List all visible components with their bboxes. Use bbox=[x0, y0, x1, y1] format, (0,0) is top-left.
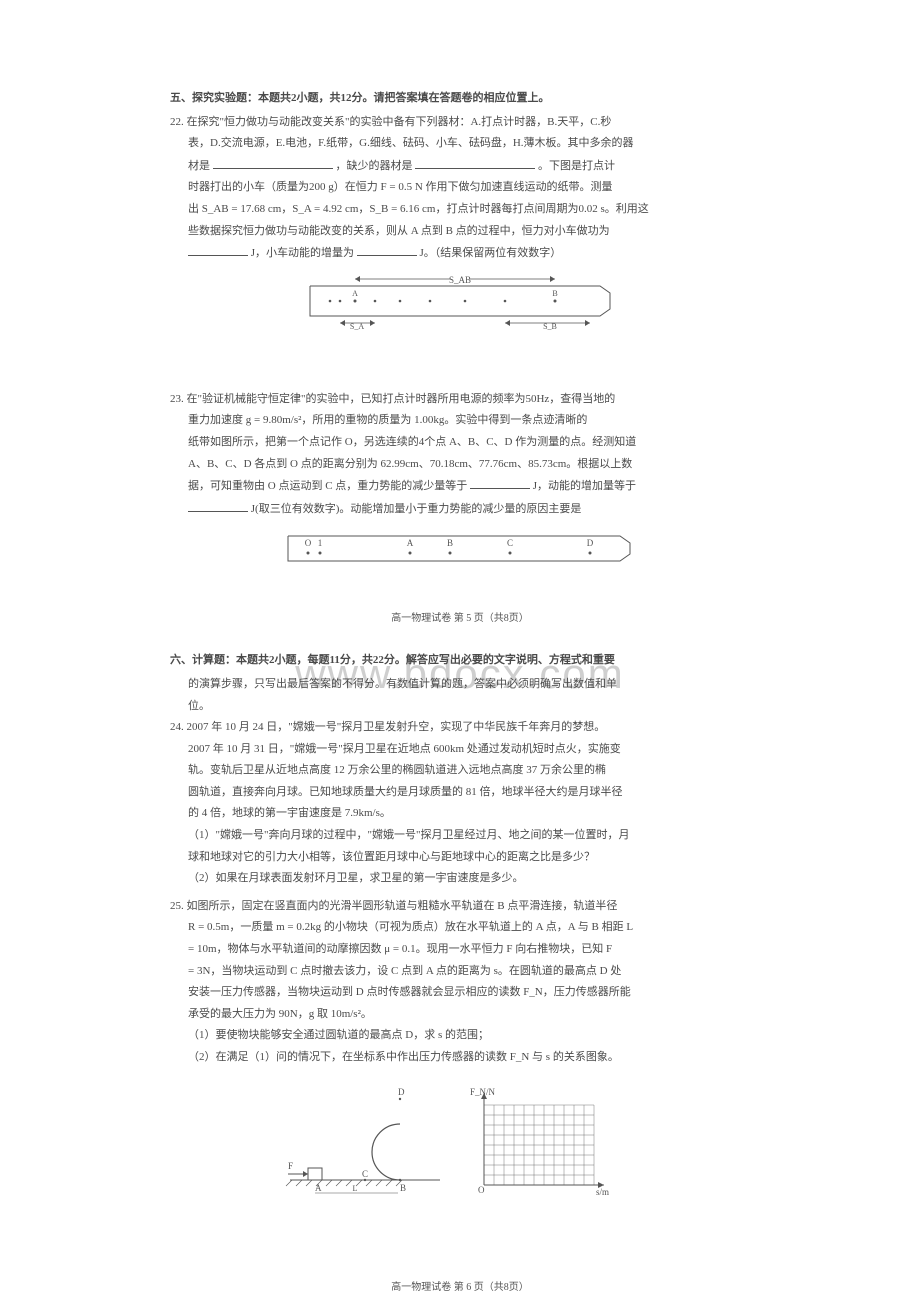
blank-field bbox=[415, 157, 535, 169]
page-content: 五、探究实验题：本题共2小题，共12分。请把答案填在答题卷的相应位置上。 22.… bbox=[170, 90, 750, 1296]
q24-line3: 轨。变轨后卫星从近地点高度 12 万余公里的椭圆轨道进入远地点高度 37 万余公… bbox=[170, 762, 750, 780]
svg-text:S_AB: S_AB bbox=[449, 275, 471, 285]
q23-line5a: 据，可知重物由 O 点运动到 C 点，重力势能的减少量等于 bbox=[188, 480, 467, 492]
svg-text:F_N/N: F_N/N bbox=[470, 1087, 496, 1097]
section-5-heading: 五、探究实验题：本题共2小题，共12分。请把答案填在答题卷的相应位置上。 bbox=[170, 90, 750, 108]
section-6-heading-2: 的演算步骤，只写出最后答案的不得分。有数值计算的题，答案中必须明确写出数值和单 bbox=[170, 676, 750, 694]
svg-text:F: F bbox=[288, 1161, 293, 1171]
q25-line6: 承受的最大压力为 90N，g 取 10m/s²。 bbox=[170, 1006, 750, 1024]
q23-line2: 重力加速度 g = 9.80m/s²，所用的重物的质量为 1.00kg。实验中得… bbox=[170, 412, 750, 430]
q25-line4: = 3N，当物块运动到 C 点时撤去该力，设 C 点到 A 点的距离为 s。在圆… bbox=[170, 963, 750, 981]
svg-text:B: B bbox=[400, 1183, 406, 1193]
tape-diagram-2: O 1 A B C D bbox=[280, 526, 640, 576]
section-6-heading-3: 位。 bbox=[170, 698, 750, 716]
q24-sub2: （2）如果在月球表面发射环月卫星，求卫星的第一宇宙速度是多少。 bbox=[170, 870, 750, 888]
tape-diagram-1: S_AB S_A bbox=[300, 271, 620, 331]
page-6-footer: 高一物理试卷 第 6 页（共8页） bbox=[170, 1280, 750, 1296]
q24-line1: 2007 年 10 月 24 日，"嫦娥一号"探月卫星发射升空，实现了中华民族千… bbox=[187, 721, 606, 733]
svg-text:s/m: s/m bbox=[596, 1187, 609, 1195]
q23-line4: A、B、C、D 各点到 O 点的距离分别为 62.99cm、70.18cm、77… bbox=[170, 456, 750, 474]
q22-line3c: 。下图是打点计 bbox=[538, 160, 615, 172]
blank-field bbox=[188, 500, 248, 512]
svg-text:B: B bbox=[447, 538, 453, 548]
svg-text:A: A bbox=[407, 538, 414, 548]
svg-text:L: L bbox=[353, 1184, 358, 1193]
blank-field bbox=[470, 477, 530, 489]
blank-field bbox=[188, 244, 248, 256]
svg-text:B: B bbox=[552, 289, 557, 298]
q25-line3: = 10m，物体与水平轨道间的动摩擦因数 μ = 0.1。现用一水平恒力 F 向… bbox=[170, 941, 750, 959]
svg-text:S_B: S_B bbox=[543, 322, 557, 331]
q22-line7b: J，小车动能的增量为 bbox=[251, 247, 354, 259]
q25-sub2: （2）在满足（1）问的情况下，在坐标系中作出压力传感器的读数 F_N 与 s 的… bbox=[170, 1049, 750, 1067]
q24-line5: 的 4 倍，地球的第一宇宙速度是 7.9km/s。 bbox=[170, 805, 750, 823]
q22-line1: 在探究"恒力做功与动能改变关系"的实验中备有下列器材：A.打点计时器，B.天平，… bbox=[187, 116, 612, 128]
page-5-footer: 高一物理试卷 第 5 页（共8页） bbox=[170, 611, 750, 627]
q24-line4: 圆轨道，直接奔向月球。已知地球质量大约是月球质量的 81 倍，地球半径大约是月球… bbox=[170, 784, 750, 802]
q23-line6b: J(取三位有效数字)。动能增加量小于重力势能的减少量的原因主要是 bbox=[251, 503, 582, 515]
q25-line1: 如图所示，固定在竖直面内的光滑半圆形轨道与粗糙水平轨道在 B 点平滑连接，轨道半… bbox=[187, 900, 618, 912]
question-24: 24. 2007 年 10 月 24 日，"嫦娥一号"探月卫星发射升空，实现了中… bbox=[170, 719, 750, 888]
question-22: 22. 在探究"恒力做功与动能改变关系"的实验中备有下列器材：A.打点计时器，B… bbox=[170, 114, 750, 331]
q23-line1: 在"验证机械能守恒定律"的实验中，已知打点计时器所用电源的频率为50Hz，查得当… bbox=[187, 393, 616, 405]
svg-text:A: A bbox=[352, 289, 358, 298]
q24-line2: 2007 年 10 月 31 日，"嫦娥一号"探月卫星在近地点 600km 处通… bbox=[170, 741, 750, 759]
q22-line7c: J。（结果保留两位有效数字） bbox=[420, 247, 562, 259]
svg-text:1: 1 bbox=[318, 538, 323, 548]
svg-text:A: A bbox=[315, 1183, 322, 1193]
q23-number: 23. bbox=[170, 393, 184, 405]
track-svg: F A C B D L bbox=[280, 1085, 450, 1195]
svg-text:D: D bbox=[398, 1087, 405, 1097]
q24-number: 24. bbox=[170, 721, 184, 733]
q22-line2: 表，D.交流电源，E.电池，F.纸带，G.细线、砝码、小车、砝码盘，H.薄木板。… bbox=[170, 135, 750, 153]
q22-line3b: ，缺少的器材是 bbox=[336, 160, 413, 172]
svg-text:C: C bbox=[507, 538, 513, 548]
blank-field bbox=[213, 157, 333, 169]
svg-text:C: C bbox=[362, 1169, 368, 1179]
section-6-heading: 六、计算题：本题共2小题，每题11分，共22分。解答应写出必要的文字说明、方程式… bbox=[170, 652, 750, 670]
question-25: 25. 如图所示，固定在竖直面内的光滑半圆形轨道与粗糙水平轨道在 B 点平滑连接… bbox=[170, 898, 750, 1195]
question-23: 23. 在"验证机械能守恒定律"的实验中，已知打点计时器所用电源的频率为50Hz… bbox=[170, 391, 750, 577]
svg-text:D: D bbox=[587, 538, 594, 548]
svg-text:O: O bbox=[478, 1185, 485, 1195]
q25-line5: 安装一压力传感器，当物块运动到 D 点时传感器就会显示相应的读数 F_N，压力传… bbox=[170, 984, 750, 1002]
grid-svg: F_N/N s/m O bbox=[464, 1085, 614, 1195]
svg-text:S_A: S_A bbox=[350, 322, 364, 331]
q25-line2: R = 0.5m，一质量 m = 0.2kg 的小物块（可视为质点）放在水平轨道… bbox=[170, 919, 750, 937]
q24-sub1a: （1）"嫦娥一号"奔向月球的过程中，"嫦娥一号"探月卫星经过月、地之间的某一位置… bbox=[170, 827, 750, 845]
q22-line4: 时器打出的小车（质量为200 g）在恒力 F = 0.5 N 作用下做匀加速直线… bbox=[170, 179, 750, 197]
blank-field bbox=[357, 244, 417, 256]
q23-line5b: J，动能的增加量等于 bbox=[533, 480, 636, 492]
q22-number: 22. bbox=[170, 116, 184, 128]
q22-line5: 出 S_AB = 17.68 cm，S_A = 4.92 cm，S_B = 6.… bbox=[170, 201, 750, 219]
q23-line3: 纸带如图所示，把第一个点记作 O，另选连续的4个点 A、B、C、D 作为测量的点… bbox=[170, 434, 750, 452]
q25-sub1: （1）要使物块能够安全通过圆轨道的最高点 D，求 s 的范围； bbox=[170, 1027, 750, 1045]
track-and-grid-diagram: F A C B D L F_N/N s/m bbox=[280, 1075, 640, 1195]
q24-sub1b: 球和地球对它的引力大小相等，该位置距月球中心与距地球中心的距离之比是多少？ bbox=[170, 849, 750, 867]
q25-number: 25. bbox=[170, 900, 184, 912]
q22-line3a: 材是 bbox=[188, 160, 210, 172]
svg-text:O: O bbox=[305, 538, 312, 548]
q22-line6: 些数据探究恒力做功与动能改变的关系，则从 A 点到 B 点的过程中，恒力对小车做… bbox=[170, 223, 750, 241]
